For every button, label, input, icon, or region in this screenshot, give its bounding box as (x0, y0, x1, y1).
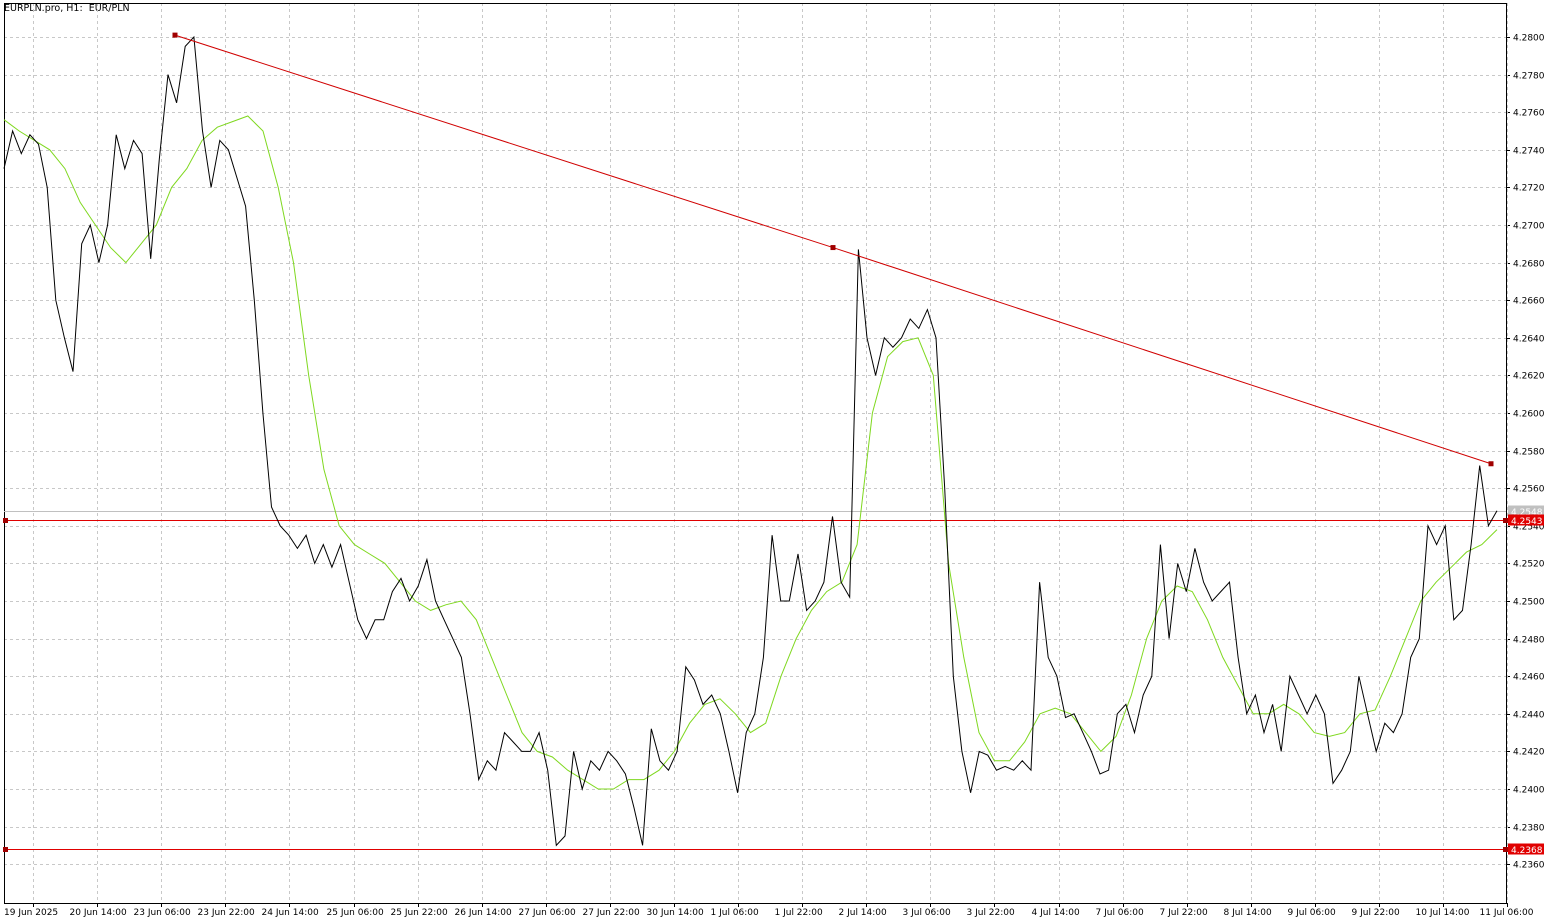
plot-frame (4, 3, 1507, 904)
y-tick-label: 4.2620 (1513, 372, 1545, 382)
y-tick-label: 4.2680 (1513, 260, 1545, 270)
y-tick-label: 4.2640 (1513, 335, 1545, 345)
moving-average-line (3, 115, 1498, 790)
x-tick-label: 3 Jul 22:00 (967, 908, 1016, 918)
x-tick-label: 4 Jul 14:00 (1032, 908, 1081, 918)
price-label: 4.2543 (1511, 517, 1543, 527)
y-tick-label: 4.2540 (1513, 523, 1545, 533)
line-anchor (3, 518, 8, 523)
y-tick-label: 4.2400 (1513, 786, 1545, 796)
x-tick-label: 27 Jun 06:00 (519, 908, 576, 918)
x-tick-label: 26 Jun 14:00 (455, 908, 512, 918)
x-tick-label: 23 Jun 22:00 (198, 908, 255, 918)
y-tick-label: 4.2560 (1513, 485, 1545, 495)
y-tick-label: 4.2500 (1513, 598, 1545, 608)
x-tick-label: 24 Jun 14:00 (262, 908, 319, 918)
y-tick-label: 4.2660 (1513, 297, 1545, 307)
x-tick-label: 27 Jun 22:00 (583, 908, 640, 918)
trendline-segment (174, 34, 834, 249)
x-tick-label: 2 Jul 14:00 (839, 908, 888, 918)
y-tick-label: 4.2520 (1513, 560, 1545, 570)
line-anchor (1503, 847, 1508, 852)
x-tick-label: 3 Jul 06:00 (903, 908, 952, 918)
line-anchor (3, 847, 8, 852)
x-tick-label: 7 Jul 06:00 (1096, 908, 1145, 918)
price-label: 4.2368 (1511, 846, 1543, 856)
y-tick-label: 4.2780 (1513, 72, 1545, 82)
x-tick-label: 7 Jul 22:00 (1160, 908, 1209, 918)
y-tick-label: 4.2380 (1513, 824, 1545, 834)
x-tick-label: 1 Jul 22:00 (775, 908, 824, 918)
y-tick-label: 4.2420 (1513, 748, 1545, 758)
price-label: 4.2548 (1511, 508, 1543, 518)
x-tick-label: 11 Jul 06:00 (1480, 908, 1534, 918)
y-tick-label: 4.2580 (1513, 448, 1545, 458)
y-tick-label: 4.2800 (1513, 34, 1545, 44)
trendline-anchor (172, 32, 178, 38)
x-tick-label: 9 Jul 06:00 (1288, 908, 1337, 918)
y-tick-label: 4.2720 (1513, 184, 1545, 194)
y-tick-label: 4.2700 (1513, 222, 1545, 232)
trendline-segment (832, 247, 1492, 465)
y-tick-label: 4.2460 (1513, 673, 1545, 683)
y-tick-label: 4.2760 (1513, 109, 1545, 119)
line-anchor (1503, 518, 1508, 523)
x-tick-label: 8 Jul 14:00 (1224, 908, 1273, 918)
y-tick-label: 4.2740 (1513, 147, 1545, 157)
y-tick-label: 4.2440 (1513, 711, 1545, 721)
x-tick-label: 1 Jul 06:00 (711, 908, 760, 918)
x-tick-label: 20 Jun 14:00 (70, 908, 127, 918)
trendline-anchor (830, 245, 836, 251)
price-label-box (1508, 505, 1544, 517)
chart-title: EURPLN.pro, H1: EUR/PLN (4, 3, 130, 14)
y-tick-label: 4.2480 (1513, 636, 1545, 646)
y-tick-label: 4.2360 (1513, 861, 1545, 871)
x-tick-label: 30 Jun 14:00 (647, 908, 704, 918)
x-tick-label: 25 Jun 22:00 (391, 908, 448, 918)
price-label-box (1508, 514, 1544, 526)
x-tick-label: 10 Jul 14:00 (1416, 908, 1470, 918)
x-tick-label: 25 Jun 06:00 (327, 908, 384, 918)
x-tick-label: 9 Jul 22:00 (1352, 908, 1401, 918)
x-tick-label: 23 Jun 06:00 (134, 908, 191, 918)
trendline-anchor (1488, 461, 1494, 467)
y-tick-label: 4.2600 (1513, 410, 1545, 420)
price-line (3, 35, 1498, 847)
x-tick-label: 19 Jun 2025 (4, 908, 58, 918)
price-label-box (1508, 843, 1544, 855)
